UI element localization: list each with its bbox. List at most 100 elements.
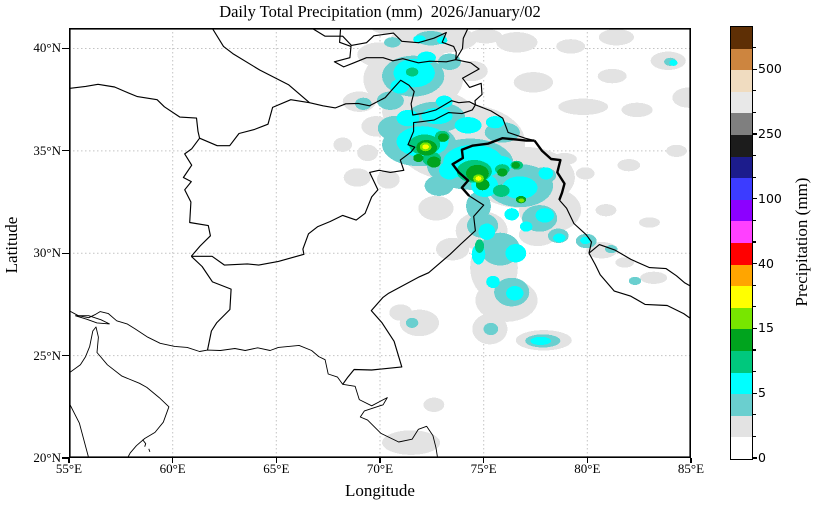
y-axis-tick <box>62 150 69 152</box>
y-axis-tick <box>62 355 69 357</box>
country-border-path <box>475 104 535 142</box>
precip-blob <box>518 198 525 203</box>
colorbar-segment <box>731 307 752 330</box>
precip-blob <box>405 317 419 328</box>
precip-blob <box>580 236 591 245</box>
precip-blob <box>640 271 668 284</box>
colorbar-segment <box>731 221 752 243</box>
colorbar-segment <box>731 242 752 265</box>
precip-blob <box>454 117 482 134</box>
precip-blob <box>595 204 617 217</box>
map-frame <box>69 28 691 458</box>
colorbar-segment <box>731 156 752 179</box>
precip-blob <box>437 36 448 44</box>
coastline-path <box>75 315 110 325</box>
precip-blob <box>474 239 485 253</box>
country-border-path <box>69 83 201 139</box>
colorbar-segment <box>731 48 752 71</box>
precip-blob <box>513 72 554 93</box>
precip-blob <box>505 244 527 263</box>
colorbar <box>730 26 753 460</box>
precip-blob <box>475 176 482 181</box>
precip-blob <box>530 336 552 345</box>
colorbar-tick-label: 5 <box>758 385 766 401</box>
y-tick-label: 35°N <box>33 142 61 158</box>
coastline-path <box>69 402 90 458</box>
coastline-path <box>69 310 439 458</box>
precip-blob <box>556 39 586 54</box>
colorbar-segment <box>731 178 752 200</box>
colorbar-segment <box>731 27 752 49</box>
disputed-border-path <box>533 139 566 201</box>
x-tick-label: 80°E <box>574 461 601 476</box>
x-tick-label: 75°E <box>470 461 497 476</box>
colorbar-tick <box>752 241 756 243</box>
x-tick-label: 60°E <box>159 461 186 476</box>
precip-blob <box>628 276 642 285</box>
colorbar-segment <box>731 437 752 459</box>
y-tick-label: 25°N <box>33 347 61 363</box>
colorbar-tick <box>752 371 756 373</box>
precip-blob <box>405 67 419 77</box>
colorbar-segment <box>731 113 752 135</box>
colorbar-tick-label: 40 <box>758 255 774 271</box>
precip-blob <box>553 233 566 243</box>
colorbar-tick-label: 0 <box>758 450 766 465</box>
precip-blob <box>355 97 372 110</box>
x-tick-label: 65°E <box>263 461 290 476</box>
colorbar-tick <box>752 263 757 265</box>
colorbar-tick <box>752 133 757 135</box>
precip-blob <box>466 191 491 221</box>
precip-blob <box>617 159 641 172</box>
colorbar-segment <box>731 350 752 373</box>
disputed-border-path <box>451 137 535 197</box>
x-tick-label: 55°E <box>55 461 83 476</box>
y-tick-label: 30°N <box>33 245 61 261</box>
colorbar-tick-label: 500 <box>758 61 782 77</box>
precip-blob <box>422 144 429 150</box>
precip-blob <box>436 95 453 108</box>
country-border-path <box>309 79 476 116</box>
colorbar-tick <box>752 176 756 178</box>
precip-blob <box>448 36 474 49</box>
country-border-path <box>190 255 232 351</box>
precip-blob <box>437 133 449 142</box>
country-border-path <box>199 99 310 147</box>
colorbar-tick <box>752 111 756 113</box>
colorbar-tick-label: 250 <box>758 126 782 141</box>
colorbar-segment <box>731 91 752 114</box>
country-border-path <box>191 104 476 266</box>
precip-blob <box>478 223 496 240</box>
x-axis-label: Longitude <box>345 481 415 500</box>
precip-blob <box>396 109 420 127</box>
precip-blob <box>538 167 554 180</box>
y-axis-tick <box>62 252 69 254</box>
precip-blob <box>535 208 555 223</box>
y-tick-label: 20°N <box>33 450 61 465</box>
precip-blob <box>483 322 499 336</box>
colorbar-tick <box>752 457 757 459</box>
x-tick-label: 70°E <box>366 461 394 476</box>
colorbar-segment <box>731 134 752 157</box>
precip-blob <box>511 161 520 169</box>
colorbar-segment <box>731 199 752 222</box>
precip-blob <box>485 116 505 129</box>
colorbar-segment <box>731 264 752 287</box>
country-border-path <box>342 195 485 385</box>
country-border-path <box>311 28 457 60</box>
precip-blob <box>496 32 538 53</box>
colorbar-tick <box>752 284 756 286</box>
precip-blob <box>506 286 524 301</box>
colorbar-tick <box>752 414 756 416</box>
colorbar-tick <box>752 349 756 351</box>
country-border-path <box>182 137 211 257</box>
colorbar-segment <box>731 415 752 438</box>
precip-field <box>333 28 691 455</box>
y-axis-tick <box>62 457 69 459</box>
country-border-path <box>455 28 483 105</box>
precip-blob <box>502 176 538 199</box>
colorbar-segment <box>731 372 752 395</box>
colorbar-tick <box>752 198 757 200</box>
precip-blob <box>497 168 508 177</box>
